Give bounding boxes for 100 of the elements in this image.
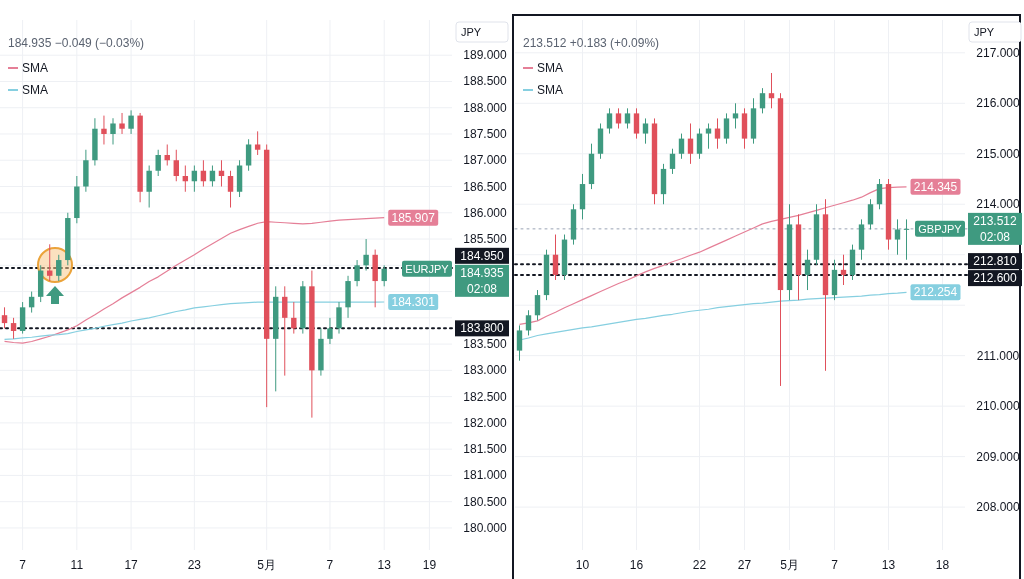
y-tick-label: 183.500 xyxy=(463,337,508,352)
legend-label: SMA xyxy=(537,83,564,97)
x-tick-label: 19 xyxy=(422,558,437,572)
y-tick-label: 187.500 xyxy=(463,126,508,141)
x-tick-label: 10 xyxy=(575,558,590,572)
y-tick-label: 215.000 xyxy=(976,146,1021,161)
candlestick xyxy=(696,128,703,160)
text: JPY xyxy=(974,26,995,38)
candlestick xyxy=(254,130,261,156)
y-tick-label: 185.500 xyxy=(463,232,508,247)
candlestick xyxy=(291,301,297,335)
candlestick xyxy=(10,317,17,340)
x-tick-label: 17 xyxy=(124,558,139,572)
y-tick-label: 208.000 xyxy=(976,500,1021,515)
candlestick xyxy=(669,148,676,175)
text: 213.512 xyxy=(973,213,1018,228)
candlestick xyxy=(146,165,152,209)
y-tick-label: 188.000 xyxy=(463,100,508,115)
x-tick-label: 18 xyxy=(935,558,950,572)
ref-line-label: 212.810 xyxy=(973,254,1018,269)
text: JPY xyxy=(461,26,482,38)
candlestick xyxy=(1,306,8,329)
x-tick-label: 13 xyxy=(881,558,896,572)
y-tick-label: 181.000 xyxy=(463,468,508,483)
x-tick-label: 5月 xyxy=(780,558,799,572)
candlestick xyxy=(155,149,161,177)
data-label: 185.907 xyxy=(391,210,436,225)
candlestick xyxy=(723,112,730,145)
y-tick-label: 210.000 xyxy=(976,399,1021,414)
candlestick xyxy=(534,289,541,321)
data-label: 214.345 xyxy=(913,179,958,194)
y-tick-label: 181.500 xyxy=(463,442,508,457)
candlestick xyxy=(327,317,333,345)
candlestick xyxy=(128,109,134,135)
candlestick xyxy=(119,112,125,135)
x-tick-label: 7 xyxy=(831,558,839,572)
x-tick-label: 13 xyxy=(377,558,392,572)
x-tick-label: 22 xyxy=(692,558,707,572)
candlestick xyxy=(110,117,116,145)
y-tick-label: 183.000 xyxy=(463,363,508,378)
candlestick xyxy=(867,198,874,230)
candlestick xyxy=(381,264,387,287)
candlestick xyxy=(732,102,739,130)
line-series xyxy=(3,217,385,344)
y-tick-label: 211.000 xyxy=(976,348,1020,363)
y-tick-label: 189.000 xyxy=(463,48,508,63)
x-tick-label: 11 xyxy=(70,558,84,572)
candlestick xyxy=(705,122,712,150)
candlestick xyxy=(173,149,179,182)
candlestick xyxy=(552,234,559,281)
candlestick xyxy=(759,87,766,114)
candlestick xyxy=(19,301,26,335)
annotation: GBPJPY xyxy=(918,222,963,235)
x-tick-label: 23 xyxy=(187,558,202,572)
candlestick xyxy=(227,170,234,209)
candlestick xyxy=(363,238,369,272)
x-tick-label: 16 xyxy=(629,558,644,572)
candlestick xyxy=(606,107,613,135)
candlestick xyxy=(804,249,811,291)
text: 213.512 +0.183 (+0.09%) xyxy=(523,36,660,50)
text: 02:08 xyxy=(979,229,1011,244)
candlestick xyxy=(615,107,622,130)
candlestick xyxy=(903,218,910,261)
ref-line-label: 212.600 xyxy=(973,271,1018,286)
candlestick xyxy=(642,117,649,145)
candlestick xyxy=(101,115,107,145)
y-tick-label: 186.000 xyxy=(463,205,508,220)
y-tick-label: 182.000 xyxy=(463,415,508,430)
text: 184.935 xyxy=(460,265,505,280)
candlestick xyxy=(840,254,847,286)
ref-line-label: 184.950 xyxy=(460,248,505,263)
candlestick xyxy=(282,285,288,377)
ref-line-label: 183.800 xyxy=(460,321,505,336)
candlestick xyxy=(56,254,62,282)
data-label: 184.301 xyxy=(391,295,436,310)
candlestick xyxy=(516,324,523,362)
y-tick-label: 187.000 xyxy=(463,153,508,168)
y-tick-label: 214.000 xyxy=(976,197,1021,212)
candlestick xyxy=(633,107,640,140)
legend-label: SMA xyxy=(22,83,49,97)
text: 184.935 −0.049 (−0.03%) xyxy=(8,36,145,50)
y-tick-label: 216.000 xyxy=(976,96,1021,111)
candlestick xyxy=(678,133,685,160)
y-tick-label: 180.000 xyxy=(463,520,508,535)
candlestick xyxy=(624,107,631,130)
data-label: 212.254 xyxy=(913,285,958,300)
candlestick xyxy=(768,72,775,109)
candlestick xyxy=(687,122,694,165)
x-tick-label: 27 xyxy=(737,558,752,572)
candlestick xyxy=(894,218,901,256)
y-tick-label: 182.500 xyxy=(463,389,508,404)
y-tick-label: 188.500 xyxy=(463,74,508,89)
candlestick xyxy=(354,259,360,287)
x-tick-label: 5月 xyxy=(257,558,277,572)
legend-label: SMA xyxy=(537,61,564,75)
legend-label: SMA xyxy=(22,61,49,75)
text: 02:08 xyxy=(466,281,498,296)
candlestick xyxy=(336,301,342,335)
candlestick xyxy=(876,178,883,210)
y-tick-label: 186.500 xyxy=(463,179,508,194)
